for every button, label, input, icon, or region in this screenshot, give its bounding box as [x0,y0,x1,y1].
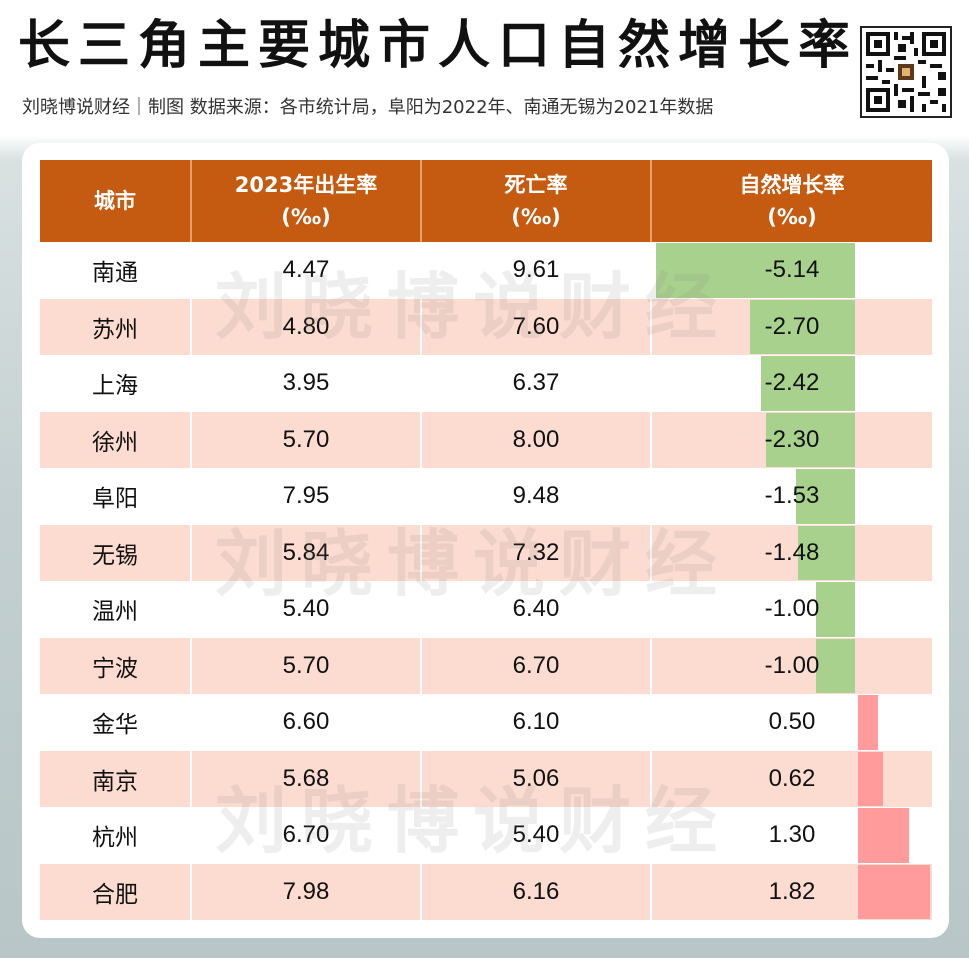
city-cell: 金华 [40,694,192,751]
table-header: 城市 2023年出生率 (‰) 死亡率 (‰) 自然增长率 (‰) [40,160,932,242]
natural-growth-cell: -2.70 [764,312,820,340]
header-death-label: 死亡率 [504,173,568,197]
birth-rate-cell: 4.80 [192,298,422,355]
city-cell: 合肥 [40,863,192,920]
header-city-label: 城市 [94,189,136,213]
death-rate-cell: 8.00 [422,411,652,468]
table-row: 温州 5.40 6.40 -1.00 [40,581,932,638]
qr-code-icon [860,26,952,118]
city-cell: 温州 [40,581,192,638]
birth-rate-cell: 5.70 [192,637,422,694]
table-row: 南京 5.68 5.06 0.62 [40,750,932,807]
natural-growth-cell: -2.42 [764,369,820,397]
header-birth-unit: (‰) [281,205,331,229]
header-death-rate: 死亡率 (‰) [422,160,652,242]
header-natural-label: 自然增长率 [739,173,845,197]
table-body: 南通 4.47 9.61 -5.14 苏州 4.80 7.60 -2.70 上海 3.95 6.37… [40,242,932,920]
natural-growth-bar [795,469,855,524]
header-birth-rate: 2023年出生率 (‰) [192,160,422,242]
natural-growth-bar [765,412,855,467]
natural-growth-bar [761,356,855,411]
city-cell: 宁波 [40,637,192,694]
data-table: 城市 2023年出生率 (‰) 死亡率 (‰) 自然增长率 (‰) 南通 4.47… [40,160,932,920]
table-row: 苏州 4.80 7.60 -2.70 [40,298,932,355]
city-cell: 南京 [40,750,192,807]
natural-growth-cell: 1.30 [768,821,816,849]
city-cell: 南通 [40,242,192,299]
natural-growth-cell: -1.00 [764,595,820,623]
city-cell: 杭州 [40,807,192,864]
table-row: 无锡 5.84 7.32 -1.48 [40,524,932,581]
natural-growth-cell: 1.82 [768,877,816,905]
header-city: 城市 [40,160,192,242]
natural-growth-bar [858,808,910,863]
death-rate-cell: 9.48 [422,468,652,525]
birth-rate-cell: 5.40 [192,581,422,638]
city-cell: 苏州 [40,298,192,355]
birth-rate-cell: 5.68 [192,750,422,807]
death-rate-cell: 5.06 [422,750,652,807]
natural-growth-cell: -1.48 [764,538,820,566]
natural-growth-bar [858,864,930,919]
natural-growth-bar [816,638,855,693]
natural-growth-cell: -5.14 [764,256,820,284]
birth-rate-cell: 5.84 [192,524,422,581]
header-birth-label: 2023年出生率 [234,173,378,197]
natural-growth-cell: -1.00 [764,651,820,679]
table-row: 杭州 6.70 5.40 1.30 [40,807,932,864]
death-rate-cell: 6.10 [422,694,652,751]
city-cell: 无锡 [40,524,192,581]
page-title: 长三角主要城市人口自然增长率 [18,16,859,76]
natural-growth-bar [816,582,855,637]
table-row: 阜阳 7.95 9.48 -1.53 [40,468,932,525]
city-cell: 徐州 [40,411,192,468]
death-rate-cell: 6.37 [422,355,652,412]
table-row: 宁波 5.70 6.70 -1.00 [40,637,932,694]
natural-growth-cell: -1.53 [764,482,820,510]
header-natural-growth: 自然增长率 (‰) [652,160,932,242]
natural-growth-cell: 0.50 [768,708,816,736]
birth-rate-cell: 3.95 [192,355,422,412]
city-cell: 阜阳 [40,468,192,525]
natural-growth-bar [858,751,883,806]
death-rate-cell: 6.40 [422,581,652,638]
birth-rate-cell: 6.70 [192,807,422,864]
header-death-unit: (‰) [511,205,561,229]
natural-growth-bar [797,525,855,580]
natural-growth-bar [858,695,878,750]
birth-rate-cell: 6.60 [192,694,422,751]
table-row: 徐州 5.70 8.00 -2.30 [40,411,932,468]
table-row: 上海 3.95 6.37 -2.42 [40,355,932,412]
table-row: 合肥 7.98 6.16 1.82 [40,863,932,920]
death-rate-cell: 6.16 [422,863,652,920]
table-row: 南通 4.47 9.61 -5.14 [40,242,932,299]
city-cell: 上海 [40,355,192,412]
death-rate-cell: 9.61 [422,242,652,299]
birth-rate-cell: 4.47 [192,242,422,299]
page-subtitle: 刘晓博说财经｜制图 数据来源：各市统计局，阜阳为2022年、南通无锡为2021年… [22,97,714,118]
natural-growth-cell: 0.62 [768,764,816,792]
birth-rate-cell: 7.95 [192,468,422,525]
death-rate-cell: 7.32 [422,524,652,581]
table-row: 金华 6.60 6.10 0.50 [40,694,932,751]
death-rate-cell: 6.70 [422,637,652,694]
natural-growth-bar [656,243,855,298]
birth-rate-cell: 7.98 [192,863,422,920]
death-rate-cell: 5.40 [422,807,652,864]
death-rate-cell: 7.60 [422,298,652,355]
natural-growth-cell: -2.30 [764,425,820,453]
birth-rate-cell: 5.70 [192,411,422,468]
natural-growth-bar [750,299,855,354]
header-natural-unit: (‰) [767,205,817,229]
